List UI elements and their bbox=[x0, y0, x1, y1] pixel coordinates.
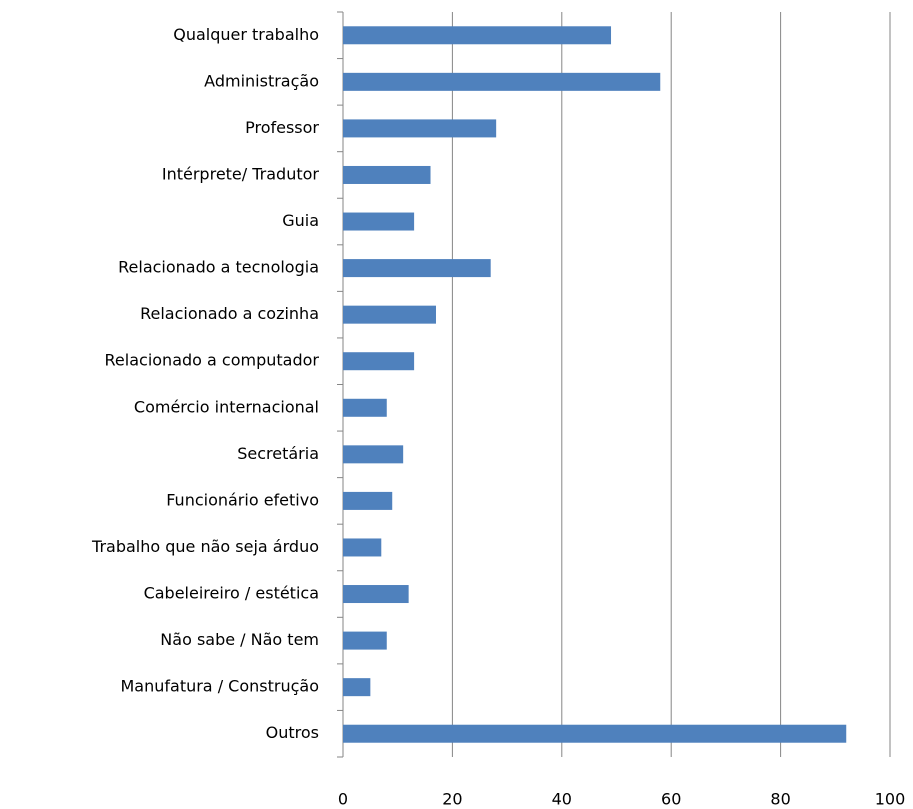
bar bbox=[343, 305, 436, 324]
y-tick-label: Trabalho que não seja árduo bbox=[91, 537, 319, 556]
bar bbox=[343, 352, 415, 371]
y-tick-label: Não sabe / Não tem bbox=[160, 630, 319, 649]
y-tick-label: Manufatura / Construção bbox=[120, 677, 319, 696]
bar bbox=[343, 631, 387, 650]
bar bbox=[343, 165, 431, 184]
bar bbox=[343, 212, 415, 231]
bar bbox=[343, 678, 371, 697]
y-tick-label: Administração bbox=[204, 71, 319, 90]
x-tick-label: 20 bbox=[442, 790, 462, 809]
bar bbox=[343, 585, 409, 604]
y-tick-label: Outros bbox=[266, 723, 319, 742]
x-tick-label: 100 bbox=[875, 790, 906, 809]
y-tick-label: Relacionado a cozinha bbox=[140, 304, 319, 323]
bar bbox=[343, 398, 387, 417]
y-tick-label: Intérprete/ Tradutor bbox=[162, 164, 320, 183]
bar bbox=[343, 26, 612, 45]
bar bbox=[343, 538, 382, 557]
bar bbox=[343, 259, 491, 278]
x-tick-label: 0 bbox=[338, 790, 348, 809]
y-tick-label: Funcionário efetivo bbox=[166, 490, 319, 509]
y-tick-label: Cabeleireiro / estética bbox=[144, 584, 319, 603]
y-tick-label: Professor bbox=[245, 118, 319, 137]
bar bbox=[343, 445, 404, 464]
x-tick-label: 60 bbox=[661, 790, 681, 809]
bar bbox=[343, 724, 847, 743]
bar bbox=[343, 119, 497, 138]
bar bbox=[343, 491, 393, 510]
bar bbox=[343, 72, 661, 91]
y-tick-label: Comércio internacional bbox=[134, 397, 319, 416]
y-tick-label: Qualquer trabalho bbox=[173, 25, 319, 44]
y-tick-label: Guia bbox=[282, 211, 319, 230]
y-tick-label: Relacionado a tecnologia bbox=[118, 258, 319, 277]
x-tick-label: 80 bbox=[770, 790, 790, 809]
y-tick-label: Secretária bbox=[237, 444, 319, 463]
x-tick-label: 40 bbox=[552, 790, 572, 809]
y-tick-label: Relacionado a computador bbox=[105, 351, 320, 370]
